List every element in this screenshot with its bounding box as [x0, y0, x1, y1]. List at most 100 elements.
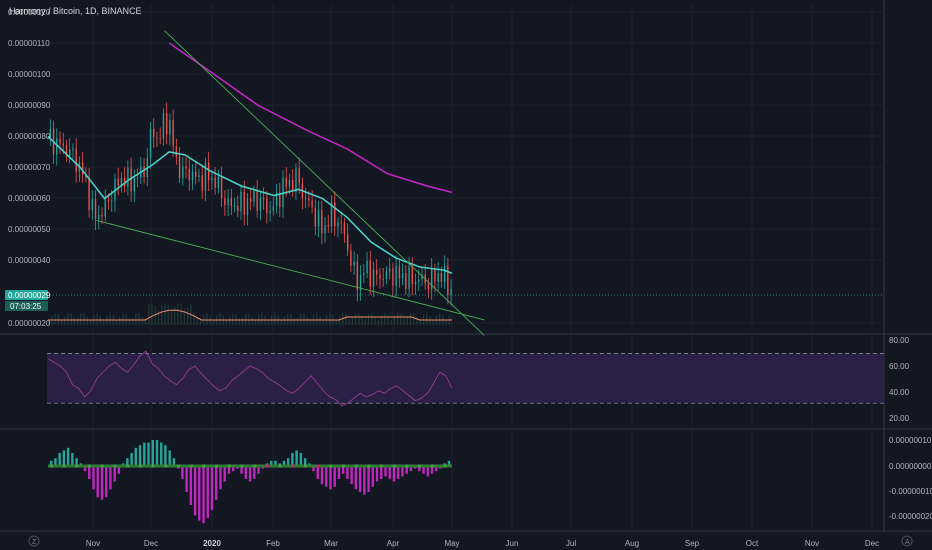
y-tick-label: 0.00000060 [8, 194, 51, 203]
histogram-bar [418, 466, 421, 472]
x-tick-label: Mar [324, 539, 338, 548]
histogram-bar [380, 466, 383, 479]
candle-body [392, 268, 394, 286]
timezone-icon[interactable]: Z [28, 535, 40, 547]
macd-signal-marker [265, 464, 269, 468]
candle-body [298, 168, 300, 184]
macd-signal-marker [176, 464, 180, 468]
volume-bar [167, 304, 169, 325]
volume-bar [254, 319, 257, 325]
histogram-bar [66, 447, 70, 466]
ma-short-line [47, 135, 453, 274]
rsi-pane[interactable] [47, 350, 884, 407]
histogram-bar [181, 466, 184, 479]
candle-body [98, 214, 100, 220]
volume-bar [267, 320, 269, 325]
volume-bar [348, 318, 350, 325]
candle-body [430, 268, 433, 290]
candle-body [143, 166, 145, 178]
volume-bar [380, 315, 383, 325]
candle-body [434, 268, 436, 282]
volume-bar [96, 313, 98, 325]
volume-bar [206, 313, 208, 325]
histogram-bar [96, 466, 99, 498]
candle-body [385, 271, 388, 280]
candle-body [437, 272, 439, 282]
histogram-bar [253, 466, 256, 479]
histogram-bar [299, 453, 303, 466]
histogram-bar [134, 447, 138, 466]
y-tick-label: 0.00000040 [8, 256, 51, 265]
volume-bar [384, 313, 386, 325]
volume-bar [316, 313, 318, 325]
candle-body [65, 145, 68, 157]
candle-body [327, 225, 329, 227]
volume-bar [193, 313, 195, 325]
x-tick-label: 2020 [203, 539, 221, 548]
macd-signal-marker [100, 464, 104, 468]
volume-bar [371, 313, 373, 325]
histogram-bar [75, 458, 78, 466]
auto-scale-icon[interactable]: A [901, 535, 913, 547]
histogram-bar [206, 466, 209, 518]
candle-body [366, 260, 368, 274]
candle-body [211, 177, 213, 181]
volume-bar [283, 316, 286, 325]
candle-body [427, 283, 430, 290]
histogram-bar [337, 466, 341, 479]
candle-body [334, 202, 336, 227]
candle-body [340, 222, 342, 224]
y-tick-label: 0.00000110 [8, 39, 50, 48]
candle-body [224, 198, 226, 206]
volume-bar [115, 319, 118, 325]
histogram-bar [143, 442, 146, 466]
volume-bar [86, 316, 88, 325]
volume-bar [64, 316, 66, 325]
candle-body [117, 178, 119, 186]
candle-body [379, 274, 381, 279]
grid [0, 0, 932, 532]
volume-bar [67, 313, 69, 325]
histogram-bar [358, 466, 362, 492]
histogram-bar [363, 466, 366, 495]
macd-signal-marker [316, 464, 320, 468]
histogram-bar [185, 466, 188, 492]
candle-body [421, 274, 423, 280]
macd-signal-marker [126, 464, 130, 468]
macd-pane[interactable] [48, 440, 452, 524]
candle-body [266, 198, 268, 214]
candle-body [49, 128, 52, 140]
histogram-bar [354, 466, 358, 490]
candle-body [405, 273, 407, 289]
candle-body [198, 175, 200, 177]
volume-bar [374, 316, 376, 325]
candle-body [169, 119, 171, 135]
candle-body [311, 200, 313, 208]
chart-title: Harmony / Bitcoin, 1D, BINANCE [9, 6, 142, 16]
volume-bar [119, 316, 121, 325]
volume-bar [48, 321, 50, 325]
volume-bar [306, 317, 308, 325]
histogram-bar [227, 466, 231, 474]
macd-signal-marker [50, 464, 53, 468]
candle-body [269, 210, 271, 214]
histogram-bar [244, 466, 248, 479]
macd-signal-marker [189, 464, 193, 468]
last-price-badge: 0.00000029 07:03:25 [5, 290, 51, 311]
candle-body [275, 192, 278, 207]
candle-body [262, 197, 265, 199]
volume-bar [387, 315, 389, 325]
candle-body [130, 167, 132, 192]
volume-bar [132, 317, 134, 325]
volume-bar [161, 305, 163, 325]
volume-bar [351, 317, 354, 325]
macd-signal-marker [253, 464, 257, 468]
candle-body [324, 225, 326, 234]
macd-signal-marker [88, 464, 92, 468]
candle-body [62, 143, 64, 146]
x-tick-label: Oct [746, 539, 759, 548]
macd-signal-marker [430, 464, 434, 468]
price-pane[interactable] [47, 30, 884, 336]
candle-body [94, 199, 97, 220]
